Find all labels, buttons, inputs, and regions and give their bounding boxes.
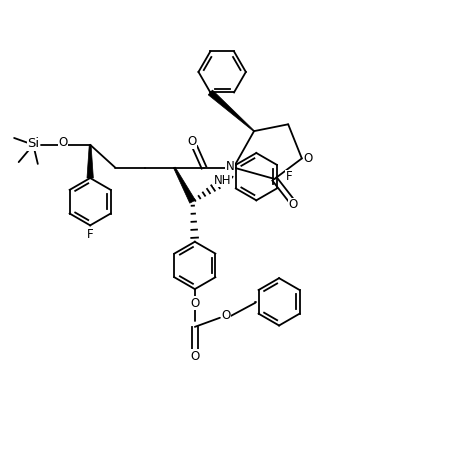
Text: O: O: [303, 152, 312, 165]
Text: N: N: [225, 160, 234, 173]
Text: O: O: [222, 309, 231, 322]
Text: NH: NH: [213, 174, 231, 187]
Text: O: O: [190, 350, 200, 363]
Text: F: F: [87, 228, 93, 241]
Text: O: O: [288, 198, 297, 212]
Text: Si: Si: [27, 137, 39, 150]
Text: O: O: [58, 136, 67, 149]
Text: F: F: [286, 170, 292, 183]
Polygon shape: [174, 167, 196, 203]
Text: O: O: [190, 297, 200, 310]
Text: O: O: [187, 135, 196, 148]
Polygon shape: [208, 90, 254, 131]
Polygon shape: [87, 145, 93, 178]
